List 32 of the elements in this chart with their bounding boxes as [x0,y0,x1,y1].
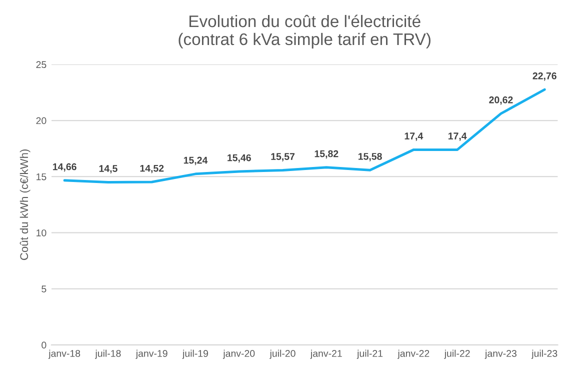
chart-title: Evolution du coût de l'électricité (contrat 6 kVa simple tarif en TRV) [178,14,430,48]
y-tick-label: 20 [36,117,46,124]
data-label: 15,57 [271,153,295,162]
y-tick-label: 5 [42,286,46,292]
x-tick-label: janv-21 [310,350,342,359]
data-label: 15,82 [314,150,338,159]
data-label: 22,76 [532,72,556,81]
y-tick-label: 15 [36,173,46,180]
x-tick-label: juil-22 [444,350,470,359]
x-tick-label: juil-21 [356,350,383,359]
y-tick-label: 25 [36,61,46,68]
x-tick-label: janv-23 [484,350,516,359]
x-tick-label: juil-20 [270,350,296,359]
data-label: 15,24 [184,156,208,166]
data-label: 15,46 [228,154,251,163]
x-tick-label: juil-19 [182,350,208,359]
y-tick-label: 0 [42,342,46,349]
data-label: 14,52 [140,164,164,174]
data-label: 17,4 [404,132,424,141]
data-label: 14,5 [99,165,118,174]
x-tick-label: janv-18 [48,350,80,359]
x-tick-label: janv-20 [222,350,255,359]
data-label: 17,4 [448,132,467,141]
data-label: 14,66 [53,163,76,172]
x-tick-label: juil-23 [531,350,558,359]
y-tick-label: 10 [36,229,46,236]
x-tick-label: juil-18 [95,350,121,359]
x-tick-label: janv-19 [136,350,168,359]
x-tick-label: janv-22 [398,350,430,359]
y-axis-title: Coût du kWh (c€/kWh) [20,149,30,260]
data-label: 20,62 [489,96,513,105]
data-label: 15,58 [358,152,382,162]
